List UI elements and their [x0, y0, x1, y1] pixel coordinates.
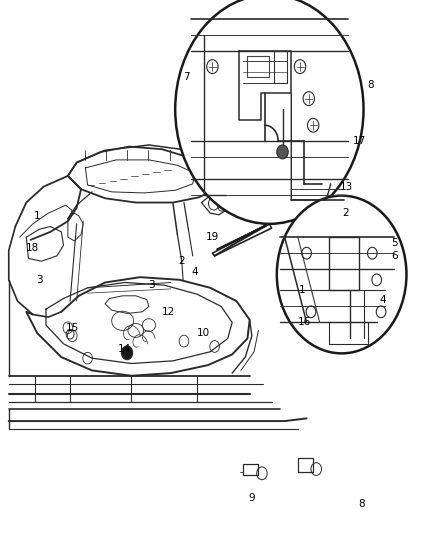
Text: 14: 14 — [118, 344, 131, 354]
Text: 2: 2 — [178, 256, 185, 266]
Circle shape — [121, 346, 133, 360]
Circle shape — [277, 196, 406, 353]
Text: 1: 1 — [299, 286, 306, 295]
Text: 12: 12 — [162, 307, 175, 317]
Text: 9: 9 — [248, 494, 255, 503]
Text: 1: 1 — [34, 211, 41, 221]
Text: 3: 3 — [36, 275, 43, 285]
Text: 6: 6 — [391, 251, 398, 261]
Text: 7: 7 — [183, 72, 190, 82]
Text: 5: 5 — [391, 238, 398, 247]
Text: 16: 16 — [298, 318, 311, 327]
Text: 19: 19 — [206, 232, 219, 242]
Text: 15: 15 — [66, 323, 79, 333]
Text: 2: 2 — [343, 208, 350, 218]
Text: 3: 3 — [148, 280, 155, 290]
Text: 4: 4 — [191, 267, 198, 277]
Text: 10: 10 — [197, 328, 210, 338]
Text: 13: 13 — [339, 182, 353, 191]
Text: 18: 18 — [26, 243, 39, 253]
Circle shape — [277, 145, 288, 159]
Text: 17: 17 — [353, 136, 366, 146]
Text: 8: 8 — [358, 499, 365, 508]
Text: 8: 8 — [367, 80, 374, 90]
Circle shape — [175, 0, 364, 224]
Text: 4: 4 — [380, 295, 387, 304]
